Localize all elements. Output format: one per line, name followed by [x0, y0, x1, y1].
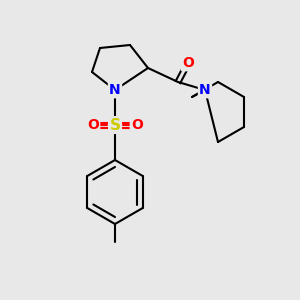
Text: O: O [131, 118, 143, 132]
Text: N: N [109, 83, 121, 97]
Text: N: N [199, 83, 211, 97]
Text: O: O [87, 118, 99, 132]
Text: S: S [110, 118, 121, 133]
Text: O: O [182, 56, 194, 70]
